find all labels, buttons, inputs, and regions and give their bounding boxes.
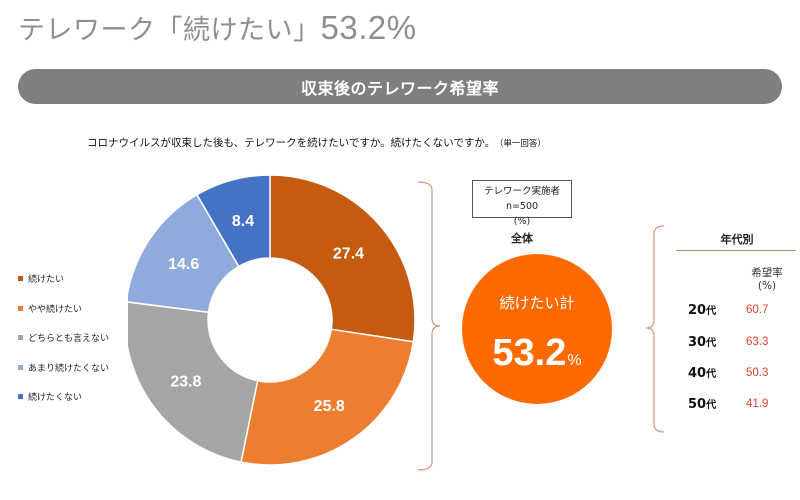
survey-question: コロナウイルスが収束した後も、テレワークを続けたいですか。続けたくないですか。（…: [87, 135, 546, 150]
legend-swatch: [18, 364, 23, 370]
rate-header-label: 希望率: [751, 267, 783, 279]
age-rate: 60.7: [746, 304, 769, 316]
slice-value-label: 14.6: [168, 256, 199, 273]
legend-item: 続けたい: [18, 272, 109, 285]
age-suffix: 代: [706, 338, 717, 349]
age-row: 40代 50.3: [688, 364, 788, 382]
age-number: 50: [688, 397, 707, 412]
donut-slice: [128, 301, 259, 463]
legend-label: 続けたい: [28, 275, 65, 285]
age-section-title: 年代別: [720, 233, 754, 246]
age-label: 30代: [688, 334, 746, 350]
age-label: 40代: [688, 365, 746, 381]
age-row: 20代 60.7: [688, 301, 788, 319]
total-value: 53.2%: [462, 332, 612, 375]
rate-header-unit: (%): [757, 280, 777, 292]
age-number: 20: [688, 303, 707, 318]
age-row: 30代 63.3: [688, 333, 788, 351]
legend-item: どちらとも言えない: [18, 331, 109, 344]
banner-title: 収束後のテレワーク希望率: [300, 78, 499, 98]
donut-chart: 27.4 25.8 23.8 14.6 8.4: [128, 174, 416, 466]
legend-label: やや続けたい: [28, 304, 83, 315]
donut-slice: [269, 174, 416, 343]
chart-legend: 続けたいやや続けたいどちらとも言えない あまり続けたくない 続けたくない: [18, 272, 109, 420]
page-title-prefix: テレワーク「続けたい」: [18, 15, 321, 46]
overall-label: 全体: [511, 232, 533, 245]
legend-swatch: [18, 394, 23, 399]
age-number: 40: [688, 366, 707, 381]
overall-total-circle: 続けたい計 53.2%: [462, 254, 612, 404]
age-rate: 41.9: [746, 398, 769, 410]
total-number: 53.2: [492, 332, 567, 374]
age-number: 30: [688, 335, 707, 350]
age-suffix: 代: [706, 306, 717, 317]
rate-header: 希望率 (%): [742, 267, 792, 293]
left-bracket: [645, 225, 665, 433]
legend-item: 続けたくない: [18, 390, 109, 403]
legend-item: やや続けたい: [18, 302, 109, 315]
total-unit: %: [567, 352, 582, 369]
legend-swatch: [18, 335, 23, 340]
slice-value-label: 8.4: [232, 213, 254, 230]
donut-slice: [240, 328, 415, 466]
page-title-value: 53.2%: [320, 9, 417, 46]
sample-size: テレワーク実施者 n=500: [483, 186, 570, 212]
page-title: テレワーク「続けたい」53.2%: [18, 8, 417, 47]
age-divider: [676, 250, 796, 251]
age-suffix: 代: [706, 369, 717, 380]
slice-value-label: 25.8: [314, 398, 345, 415]
age-rate: 63.3: [746, 336, 769, 348]
slice-value-label: 27.4: [333, 246, 364, 263]
unit-label: (%): [513, 216, 531, 227]
age-row: 50代 41.9: [688, 395, 788, 413]
right-bracket: [417, 181, 441, 471]
donut-slice: [195, 174, 271, 268]
age-label: 20代: [688, 302, 746, 318]
legend-swatch: [18, 305, 23, 311]
legend-label: あまり続けたくない: [28, 363, 110, 374]
age-label: 50代: [688, 396, 746, 412]
question-text: コロナウイルスが収束した後も、テレワークを続けたいですか。続けたくないですか。: [87, 137, 496, 149]
section-banner: 収束後のテレワーク希望率: [18, 69, 782, 104]
legend-item: あまり続けたくない: [18, 361, 109, 374]
legend-label: どちらとも言えない: [28, 334, 110, 344]
age-rate: 50.3: [746, 367, 769, 379]
donut-slice: [128, 193, 240, 314]
slice-value-label: 23.8: [170, 373, 201, 390]
legend-swatch: [18, 276, 23, 281]
sample-info-box: テレワーク実施者 n=500 (%): [472, 180, 572, 227]
question-note: （単一回答）: [499, 139, 546, 149]
legend-label: 続けたくない: [28, 393, 83, 403]
total-label: 続けたい計: [499, 294, 575, 312]
age-suffix: 代: [706, 400, 717, 411]
